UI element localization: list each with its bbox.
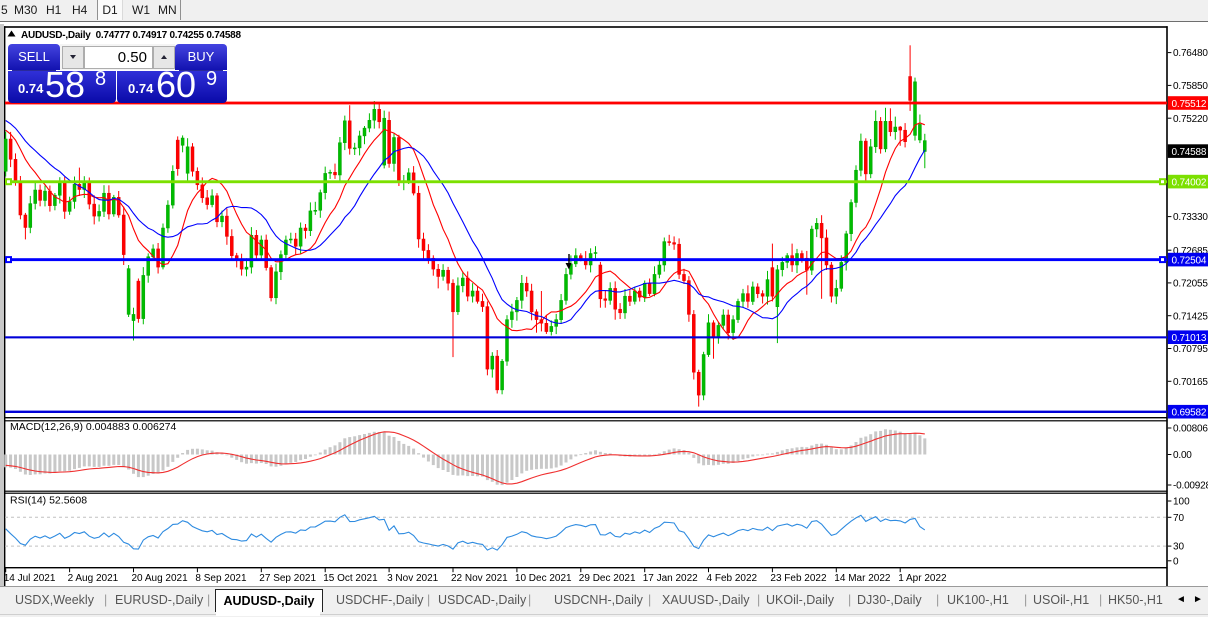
svg-text:29 Dec 2021: 29 Dec 2021	[579, 573, 636, 584]
svg-text:30: 30	[1173, 542, 1185, 553]
svg-text:14 Mar 2022: 14 Mar 2022	[834, 573, 891, 584]
svg-text:4 Feb 2022: 4 Feb 2022	[707, 573, 758, 584]
svg-text:0.75850: 0.75850	[1173, 81, 1208, 92]
svg-text:0.75220: 0.75220	[1173, 114, 1208, 125]
svg-text:70: 70	[1173, 513, 1185, 524]
svg-text:0.73330: 0.73330	[1173, 212, 1208, 223]
svg-text:23 Feb 2022: 23 Feb 2022	[770, 573, 827, 584]
svg-text:0.74588: 0.74588	[1172, 147, 1207, 158]
svg-text:0.72055: 0.72055	[1173, 279, 1208, 290]
svg-text:0.70795: 0.70795	[1173, 344, 1208, 355]
svg-text:8 Sep 2021: 8 Sep 2021	[195, 573, 247, 584]
svg-text:0.74002: 0.74002	[1172, 177, 1207, 188]
svg-text:0.71425: 0.71425	[1173, 311, 1208, 322]
svg-text:0.72504: 0.72504	[1172, 255, 1207, 266]
svg-text:0.69582: 0.69582	[1172, 408, 1207, 419]
svg-text:0.71013: 0.71013	[1172, 333, 1207, 344]
svg-text:15 Oct 2021: 15 Oct 2021	[323, 573, 378, 584]
svg-text:RSI(14) 52.5608: RSI(14) 52.5608	[10, 495, 87, 507]
svg-text:14 Jul 2021: 14 Jul 2021	[4, 573, 56, 584]
svg-text:MACD(12,26,9) 0.004883 0.00627: MACD(12,26,9) 0.004883 0.006274	[10, 421, 177, 433]
svg-text:22 Nov 2021: 22 Nov 2021	[451, 573, 508, 584]
svg-text:27 Sep 2021: 27 Sep 2021	[259, 573, 316, 584]
svg-text:-0.009280: -0.009280	[1173, 481, 1208, 492]
svg-text:20 Aug 2021: 20 Aug 2021	[132, 573, 189, 584]
svg-text:AUDUSD-,Daily 0.74777 0.74917: AUDUSD-,Daily 0.74777 0.74917 0.74255 0.…	[21, 30, 241, 41]
svg-text:2 Aug 2021: 2 Aug 2021	[68, 573, 119, 584]
svg-text:0.72685: 0.72685	[1173, 246, 1208, 257]
svg-text:0.75512: 0.75512	[1172, 99, 1207, 110]
svg-text:0.70165: 0.70165	[1173, 377, 1208, 388]
svg-text:100: 100	[1173, 497, 1190, 508]
svg-text:17 Jan 2022: 17 Jan 2022	[643, 573, 698, 584]
svg-text:10 Dec 2021: 10 Dec 2021	[515, 573, 572, 584]
svg-text:0: 0	[1173, 556, 1179, 567]
svg-text:0.76480: 0.76480	[1173, 48, 1208, 59]
svg-text:3 Nov 2021: 3 Nov 2021	[387, 573, 439, 584]
svg-text:0.008061: 0.008061	[1173, 424, 1208, 435]
svg-text:0.00: 0.00	[1173, 450, 1192, 461]
svg-text:1 Apr 2022: 1 Apr 2022	[898, 573, 947, 584]
